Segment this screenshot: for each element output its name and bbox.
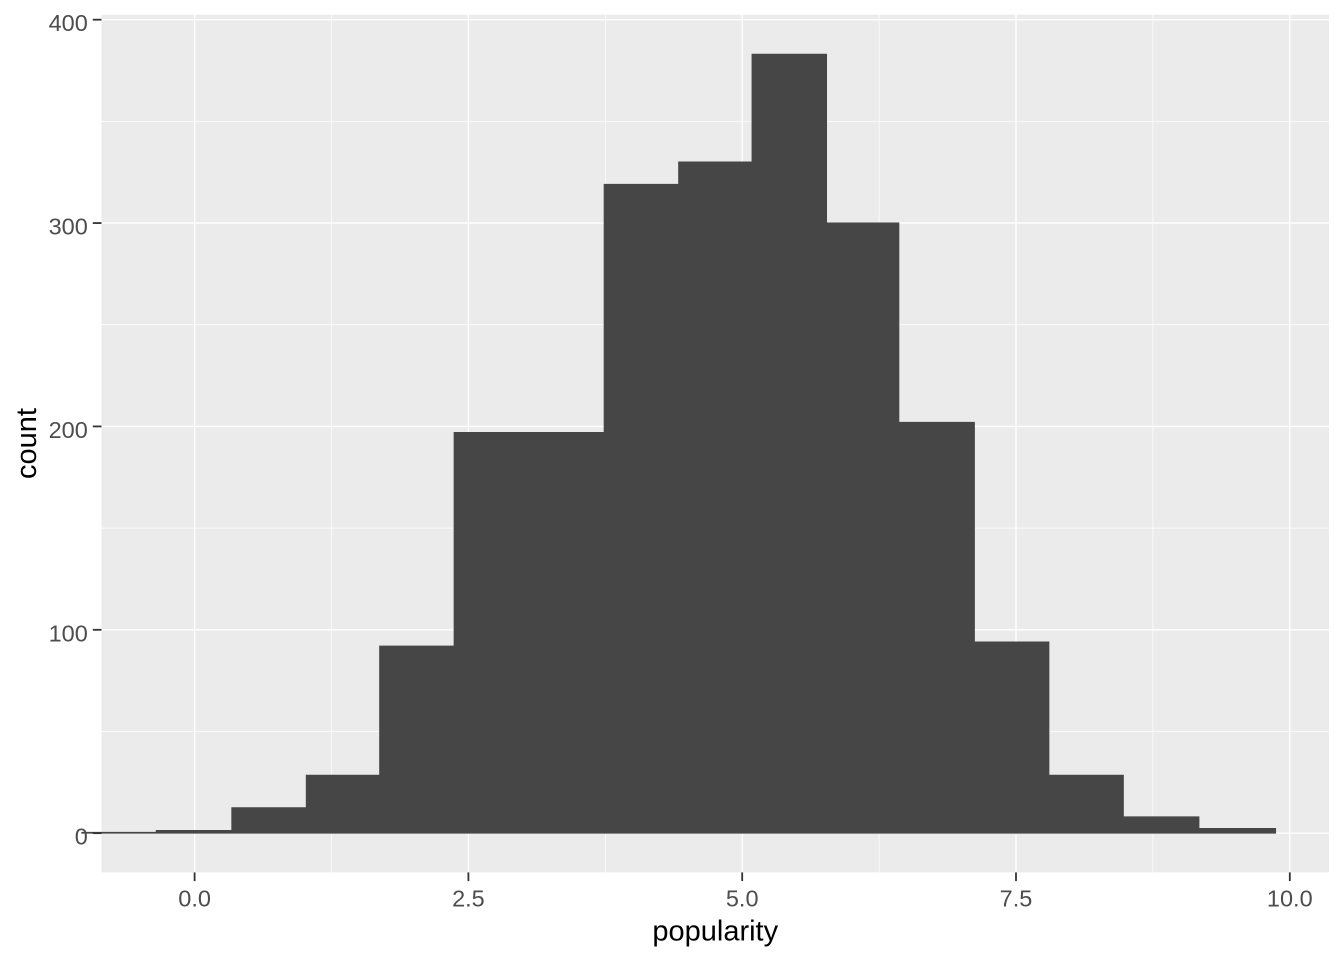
svg-text:7.5: 7.5 — [1000, 886, 1033, 912]
svg-text:count: count — [11, 408, 43, 479]
svg-text:2.5: 2.5 — [452, 886, 485, 912]
svg-text:0.0: 0.0 — [178, 886, 211, 912]
svg-text:200: 200 — [49, 417, 88, 443]
svg-text:10.0: 10.0 — [1267, 886, 1313, 912]
svg-text:popularity: popularity — [652, 916, 778, 948]
svg-text:5.0: 5.0 — [726, 886, 759, 912]
svg-text:100: 100 — [49, 620, 88, 646]
svg-text:300: 300 — [49, 214, 88, 240]
svg-text:0: 0 — [75, 824, 88, 850]
svg-text:400: 400 — [49, 10, 88, 36]
